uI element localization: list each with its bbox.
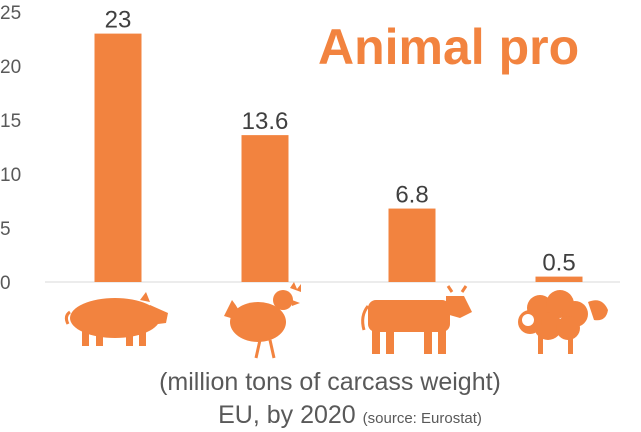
bar-pig [94, 33, 142, 282]
bar-sheep [535, 276, 583, 282]
y-tick-label: 0 [0, 273, 11, 294]
scope-caption: EU, by 2020 (source: Eurostat) [0, 401, 641, 430]
y-tick-label: 10 [0, 165, 21, 186]
cow-icon [361, 285, 472, 354]
y-tick-label: 15 [0, 111, 21, 132]
y-tick-label: 5 [0, 219, 11, 240]
chart-title: Animal pro [318, 19, 579, 75]
source-note: (source: Eurostat) [362, 410, 482, 427]
data-label-chicken: 13.6 [242, 108, 289, 135]
data-label-cow: 6.8 [395, 182, 428, 209]
units-caption: (million tons of carcass weight) [159, 368, 501, 396]
sheep-icon [518, 290, 608, 354]
data-label-sheep: 0.5 [542, 250, 575, 277]
pig-icon [64, 292, 168, 346]
bar-chicken [241, 135, 289, 282]
chicken-icon [224, 282, 301, 359]
bar-cow [388, 208, 436, 282]
y-tick-label: 20 [0, 57, 21, 78]
data-label-pig: 23 [105, 7, 132, 34]
bars: 23 13.6 6.8 0.5 [94, 7, 583, 282]
y-axis: 0 5 10 15 20 25 [0, 3, 21, 294]
scope-text: EU, by 2020 [218, 401, 356, 429]
y-tick-label: 25 [0, 3, 21, 24]
